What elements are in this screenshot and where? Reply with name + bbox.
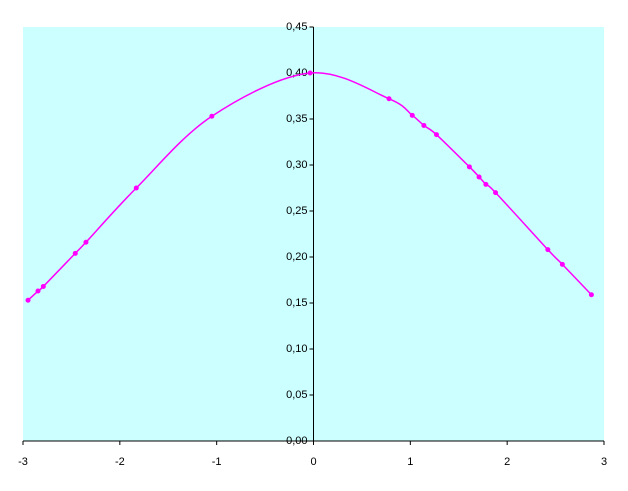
data-point: [40, 283, 46, 289]
x-tick-label: 1: [407, 456, 413, 468]
x-tick-label: 0: [310, 456, 316, 468]
data-point: [466, 164, 472, 170]
y-tick-label: 0,05: [286, 389, 307, 401]
data-point: [545, 247, 551, 253]
x-tick-label: -1: [212, 456, 222, 468]
data-point: [588, 292, 594, 298]
x-tick-label: -3: [18, 456, 28, 468]
x-tick-label: 2: [504, 456, 510, 468]
data-point: [307, 70, 313, 76]
data-point: [386, 96, 392, 102]
y-tick-label: 0,20: [286, 251, 307, 263]
data-point: [421, 122, 427, 128]
y-tick-label: 0,40: [286, 67, 307, 79]
data-point: [35, 288, 41, 294]
x-tick-label: 3: [601, 456, 607, 468]
data-point: [72, 250, 78, 256]
data-point: [433, 132, 439, 138]
data-point: [409, 112, 415, 118]
data-point: [209, 113, 215, 119]
data-point: [493, 190, 499, 196]
y-tick-label: 0,30: [286, 159, 307, 171]
y-tick-label: 0,10: [286, 343, 307, 355]
data-point: [25, 297, 31, 303]
y-tick-label: 0,15: [286, 297, 307, 309]
y-tick-label: 0,25: [286, 205, 307, 217]
x-tick-label: -2: [115, 456, 125, 468]
y-tick-label: 0,00: [286, 435, 307, 447]
y-tick-label: 0,45: [286, 21, 307, 33]
data-point: [559, 261, 565, 267]
y-tick-label: 0,35: [286, 113, 307, 125]
data-point: [476, 174, 482, 180]
data-point: [133, 185, 139, 191]
data-point: [83, 239, 89, 245]
data-point: [483, 181, 489, 187]
